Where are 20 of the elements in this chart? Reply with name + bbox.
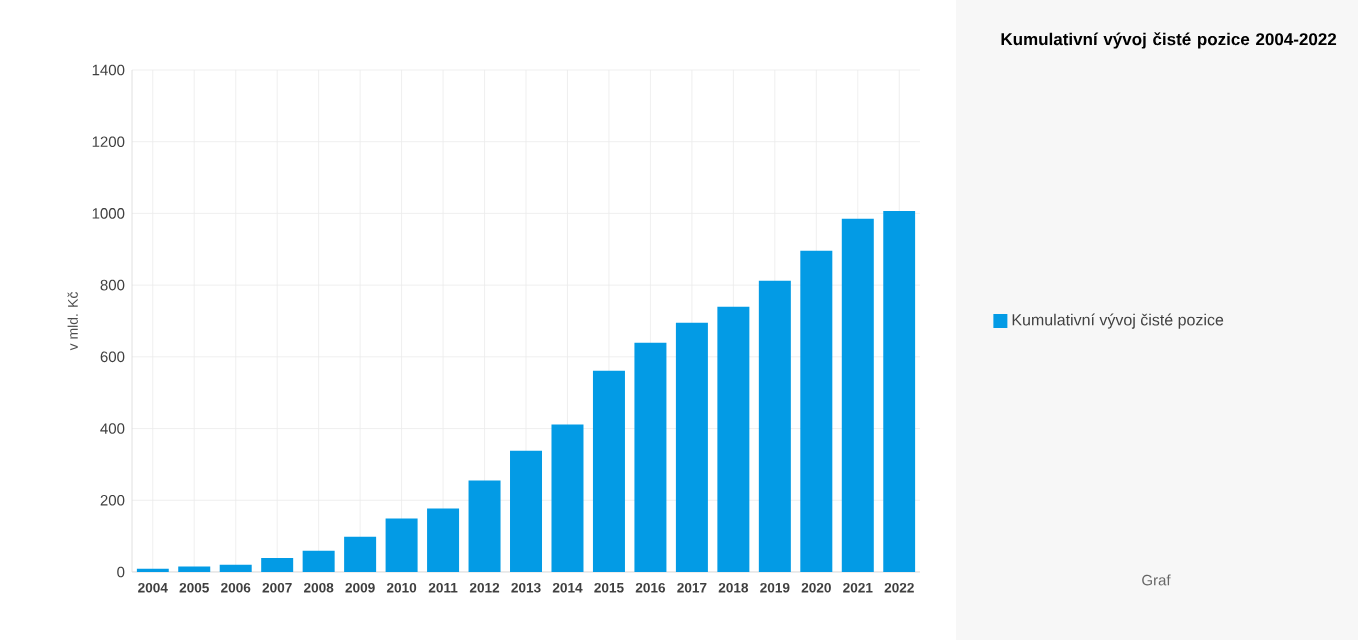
bar (883, 210, 916, 572)
bar (675, 322, 708, 572)
bar (468, 480, 501, 572)
bar (178, 566, 211, 572)
bar (841, 218, 874, 572)
legend-label: Kumulativní vývoj čisté pozice (1012, 313, 1224, 329)
bar (717, 306, 750, 572)
bar (800, 250, 833, 572)
bar (261, 557, 294, 572)
bar (344, 536, 377, 572)
bar (510, 450, 543, 572)
bar (385, 518, 418, 572)
bar (219, 564, 252, 572)
bar (551, 424, 584, 572)
bar (427, 508, 460, 572)
bar (302, 550, 335, 572)
bar (758, 280, 791, 572)
text: Kumulativní vývoj čisté pozice 2004-2022 (1001, 32, 1337, 49)
bar (634, 342, 667, 572)
bar (592, 370, 625, 572)
